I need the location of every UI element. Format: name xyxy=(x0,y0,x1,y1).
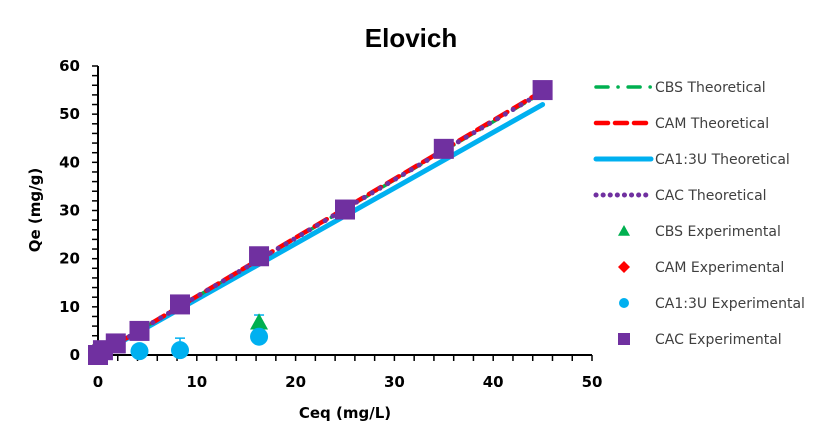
legend-label-cam-theoretical: CAM Theoretical xyxy=(655,116,769,132)
y-tick-label: 60 xyxy=(59,57,80,75)
x-tick-label: 50 xyxy=(582,373,603,391)
y-axis-label: Qe (mg/g) xyxy=(26,168,44,252)
experimental-markers xyxy=(88,80,553,365)
legend-marker-cam-experimental xyxy=(618,261,630,273)
y-tick-label: 10 xyxy=(59,298,80,316)
x-tick-label: 40 xyxy=(483,373,504,391)
legend-label-ca1-3u-experimental: CA1:3U Experimental xyxy=(655,296,805,312)
data-point-cac-experimental xyxy=(249,246,270,267)
y-tick-label: 30 xyxy=(59,202,80,220)
legend-label-ca1-3u-theoretical: CA1:3U Theoretical xyxy=(655,152,790,168)
data-point-cac-experimental xyxy=(105,333,126,354)
x-tick-label: 20 xyxy=(285,373,306,391)
legend-label-cam-experimental: CAM Experimental xyxy=(655,260,784,276)
y-tick-label: 50 xyxy=(59,105,80,123)
legend-marker-cac-experimental xyxy=(618,333,630,345)
x-tick-label: 30 xyxy=(384,373,405,391)
data-point-cac-experimental xyxy=(532,80,553,101)
data-point-cac-experimental xyxy=(433,138,454,159)
data-point-cbs-experimental xyxy=(250,313,269,330)
axes: 0 10 20 30 40 50 0 10 20 30 40 50 60 xyxy=(59,57,602,391)
data-point-cac-experimental xyxy=(129,320,150,341)
legend-marker-cbs-experimental xyxy=(618,225,630,236)
legend-marker-ca1-3u-experimental xyxy=(619,298,629,308)
chart-title: Elovich xyxy=(365,23,457,53)
legend-label-cac-experimental: CAC Experimental xyxy=(655,332,782,348)
data-point-cac-experimental xyxy=(170,294,191,315)
legend-label-cbs-theoretical: CBS Theoretical xyxy=(655,80,766,96)
x-axis-label: Ceq (mg/L) xyxy=(299,404,391,422)
y-tick-label: 0 xyxy=(70,346,80,364)
legend: CBS Theoretical CAM Theoretical CA1:3U The… xyxy=(593,80,805,348)
x-tick-label: 10 xyxy=(186,373,207,391)
y-tick-label: 40 xyxy=(59,153,80,171)
legend-label-cbs-experimental: CBS Experimental xyxy=(655,224,781,240)
data-point-cac-experimental xyxy=(335,199,355,220)
data-point-ca1-3u-experimental xyxy=(250,327,269,346)
x-tick-label: 0 xyxy=(93,373,103,391)
data-point-ca1-3u-experimental xyxy=(171,341,190,360)
y-tick-label: 20 xyxy=(59,250,80,268)
theoretical-lines xyxy=(95,88,546,358)
legend-label-cac-theoretical: CAC Theoretical xyxy=(655,188,767,204)
series-line-cam-theoretical xyxy=(95,88,545,358)
data-point-ca1-3u-experimental xyxy=(130,342,149,361)
